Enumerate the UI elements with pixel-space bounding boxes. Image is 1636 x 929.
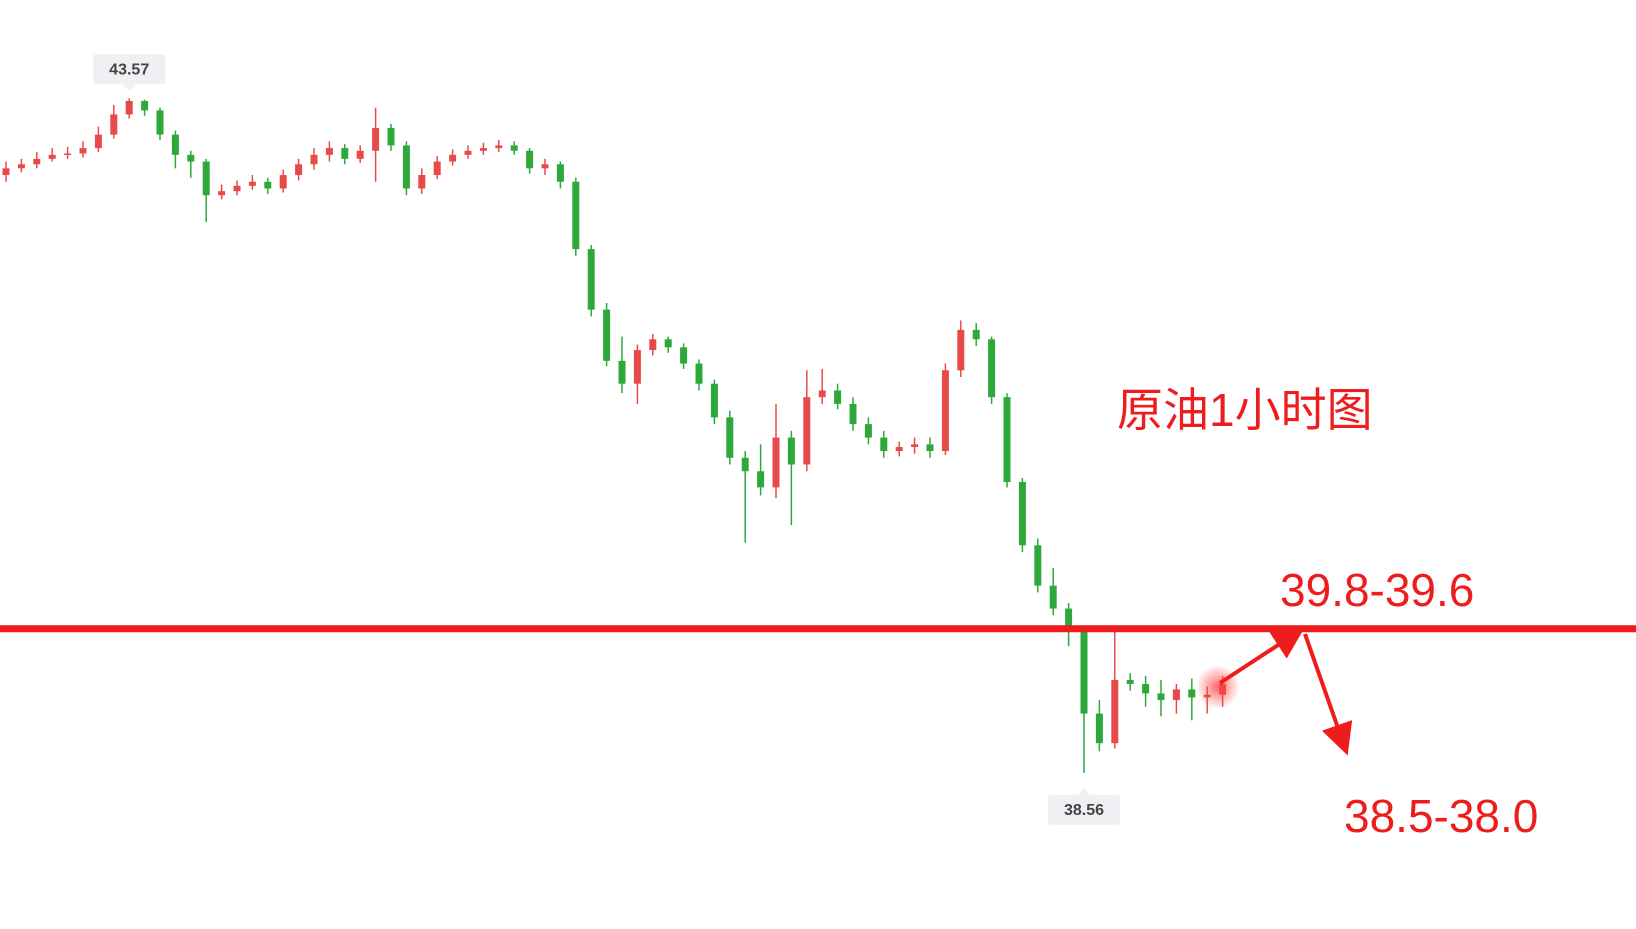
candle-body bbox=[479, 148, 487, 151]
candle-body bbox=[664, 339, 672, 348]
candle-body bbox=[110, 114, 118, 135]
candle-body bbox=[187, 154, 195, 162]
candle-body bbox=[1126, 679, 1134, 684]
candle-body bbox=[1018, 482, 1026, 546]
candle-body bbox=[48, 154, 56, 159]
candle-body bbox=[941, 370, 949, 452]
candle-body bbox=[572, 181, 580, 250]
candle-body bbox=[895, 446, 903, 452]
candle-body bbox=[1111, 679, 1119, 744]
candle-body bbox=[1080, 630, 1088, 714]
candle-body bbox=[171, 134, 179, 155]
candle-body bbox=[33, 158, 41, 165]
candle-body bbox=[1157, 693, 1165, 701]
candle-body bbox=[17, 164, 25, 169]
candle-body bbox=[64, 153, 72, 155]
price-tag-box bbox=[93, 54, 166, 85]
target-label: 38.5-38.0 bbox=[1344, 790, 1538, 842]
candle-body bbox=[1065, 608, 1073, 631]
candle-body bbox=[356, 150, 364, 159]
candle-body bbox=[94, 134, 102, 149]
candle-body bbox=[772, 437, 780, 488]
candle-body bbox=[387, 127, 395, 146]
price-tag-box bbox=[1048, 794, 1120, 825]
candle-body bbox=[402, 145, 410, 189]
candle-body bbox=[787, 437, 795, 465]
candle-body bbox=[156, 110, 164, 135]
candle-body bbox=[218, 191, 226, 196]
candle-body bbox=[957, 329, 965, 371]
candle-body bbox=[449, 154, 457, 162]
candle-body bbox=[603, 309, 611, 361]
price-tag: 38.56 bbox=[1064, 802, 1104, 819]
candle-body bbox=[464, 150, 472, 155]
candle-body bbox=[680, 347, 688, 364]
glow bbox=[1196, 665, 1240, 709]
candle-body bbox=[510, 145, 518, 151]
level-label: 39.8-39.6 bbox=[1280, 564, 1474, 616]
candle-body bbox=[864, 424, 872, 438]
price-tag-pointer bbox=[1078, 787, 1090, 795]
candle-body bbox=[1034, 545, 1042, 586]
candle-body bbox=[849, 403, 857, 425]
candle-body bbox=[1188, 689, 1196, 698]
candle-body bbox=[79, 148, 87, 154]
candle-body bbox=[649, 339, 657, 351]
candle-body bbox=[587, 249, 595, 310]
candle-body bbox=[1003, 397, 1011, 483]
candle-body bbox=[757, 471, 765, 488]
candle-body bbox=[818, 390, 826, 398]
candle-body bbox=[911, 444, 919, 447]
candle-body bbox=[541, 164, 549, 169]
candle-body bbox=[1142, 683, 1150, 694]
candle-body bbox=[125, 100, 133, 115]
candle-body bbox=[695, 363, 703, 384]
candle-body bbox=[618, 360, 626, 384]
candle-body bbox=[926, 444, 934, 452]
candle-body bbox=[418, 175, 426, 189]
candle-body bbox=[264, 181, 272, 189]
candle-body bbox=[741, 457, 749, 472]
candle-body bbox=[325, 148, 333, 155]
candle-body bbox=[1172, 689, 1180, 701]
chart-title: 原油1小时图 bbox=[1117, 384, 1373, 436]
candle-body bbox=[248, 181, 256, 186]
candle-body bbox=[633, 350, 641, 384]
candle-body bbox=[834, 390, 842, 404]
candle-body bbox=[1095, 713, 1103, 744]
candle-body bbox=[372, 127, 380, 151]
candle-body bbox=[279, 175, 287, 189]
candle-body bbox=[295, 164, 303, 176]
candle-body bbox=[433, 161, 441, 176]
candle-body bbox=[141, 100, 149, 111]
candle-body bbox=[526, 150, 534, 169]
price-tag: 43.57 bbox=[109, 62, 149, 79]
candle-body bbox=[988, 339, 996, 398]
candle-body bbox=[880, 437, 888, 452]
arrow-up bbox=[1218, 627, 1305, 685]
candle-body bbox=[1049, 585, 1057, 609]
candle-body bbox=[233, 185, 241, 192]
candle-body bbox=[972, 329, 980, 340]
candle-body bbox=[726, 417, 734, 458]
candle-body bbox=[495, 145, 503, 149]
candle-body bbox=[2, 168, 10, 176]
candle-body bbox=[710, 383, 718, 418]
candle-body bbox=[803, 397, 811, 465]
candle-body bbox=[556, 164, 564, 182]
candle-body bbox=[202, 161, 210, 196]
candles bbox=[2, 98, 1227, 773]
price-tag-pointer bbox=[123, 84, 136, 92]
candle-body bbox=[341, 148, 349, 159]
arrow-down bbox=[1303, 633, 1353, 756]
candle-body bbox=[310, 154, 318, 165]
